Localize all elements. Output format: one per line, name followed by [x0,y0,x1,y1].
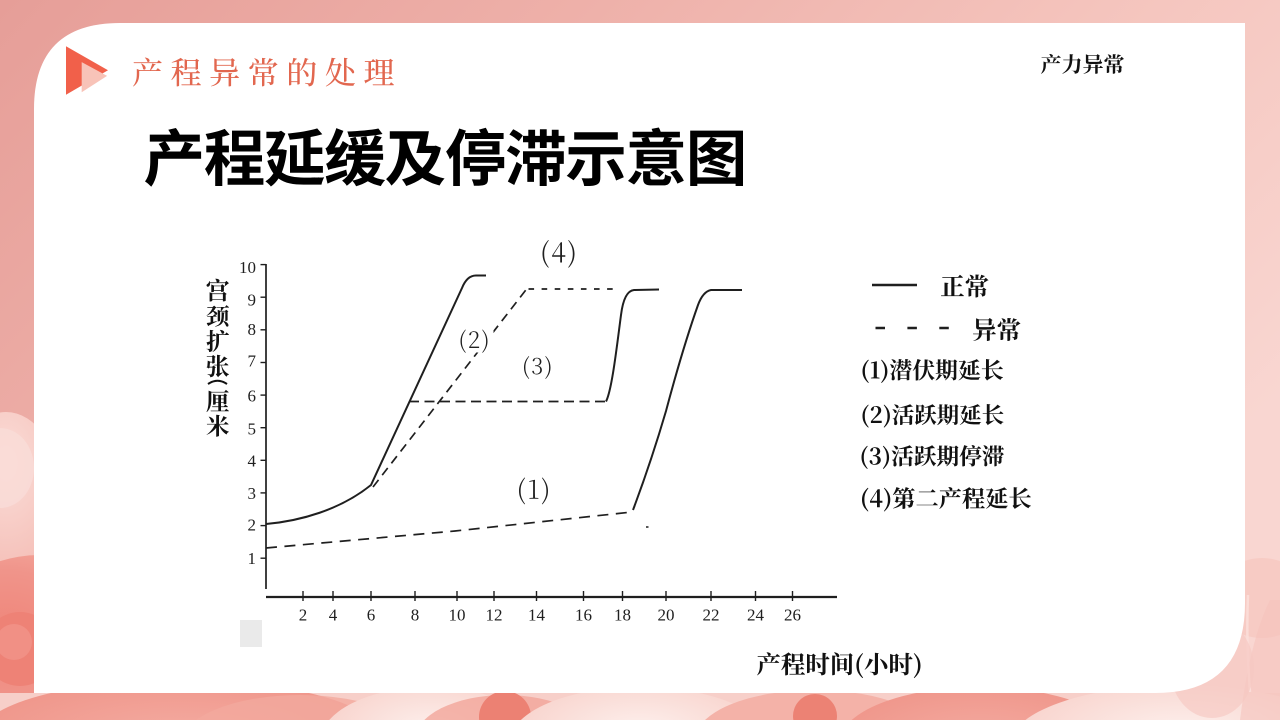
svg-text:1: 1 [248,549,257,568]
svg-text:14: 14 [528,606,546,625]
svg-text:18: 18 [614,606,631,625]
svg-text:26: 26 [784,606,801,625]
svg-text:2: 2 [299,606,308,625]
svg-text:2: 2 [248,515,257,534]
svg-text:6: 6 [367,606,376,625]
svg-text:20: 20 [658,606,675,625]
svg-text:16: 16 [575,606,592,625]
svg-text:10: 10 [449,606,466,625]
svg-text:7: 7 [248,352,257,371]
svg-text:22: 22 [703,606,720,625]
svg-text:9: 9 [248,290,257,309]
svg-text:4: 4 [329,606,338,625]
svg-text:4: 4 [248,452,257,471]
svg-text:24: 24 [747,606,765,625]
svg-text:8: 8 [411,606,420,625]
svg-text:12: 12 [486,606,503,625]
svg-text:5: 5 [248,420,257,439]
svg-text:8: 8 [248,320,257,339]
svg-text:6: 6 [248,387,257,406]
svg-text:10: 10 [239,258,256,277]
svg-text:3: 3 [248,484,257,503]
